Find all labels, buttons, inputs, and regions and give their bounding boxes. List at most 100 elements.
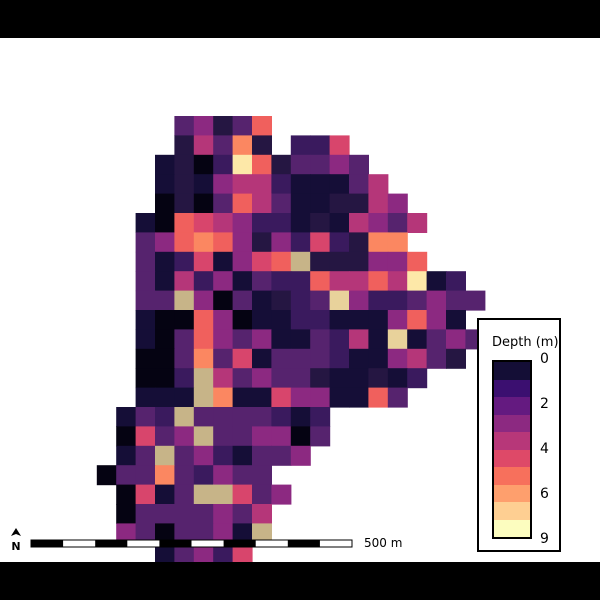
raster-cell: [446, 348, 466, 369]
raster-cell: [232, 445, 253, 466]
raster-cell: [174, 251, 195, 272]
raster-cell: [193, 193, 214, 214]
raster-cell: [349, 232, 369, 253]
raster-cell: [387, 290, 408, 311]
raster-cell: [252, 232, 272, 253]
raster-cell: [446, 271, 466, 292]
raster-cell: [368, 387, 389, 408]
raster-cell: [252, 484, 272, 505]
raster-cell: [193, 271, 214, 292]
raster-cell: [193, 465, 214, 486]
raster-cell: [329, 368, 350, 389]
raster-cell: [271, 193, 292, 214]
raster-cell: [155, 193, 175, 214]
raster-cell: [193, 387, 214, 408]
raster-cell: [252, 329, 272, 350]
raster-cell: [232, 329, 253, 350]
legend-color-step: [494, 467, 530, 485]
raster-cell: [232, 484, 253, 505]
raster-cell: [135, 348, 156, 369]
raster-cell: [252, 523, 272, 544]
raster-cell: [213, 407, 234, 427]
raster-cell: [232, 407, 253, 427]
raster-cell: [155, 154, 175, 175]
raster-cell: [155, 232, 175, 253]
raster-cell: [329, 271, 350, 292]
raster-cell: [271, 251, 292, 272]
scale-bar: [30, 539, 353, 548]
raster-cell: [174, 387, 195, 408]
raster-cell: [232, 368, 253, 389]
raster-cell: [213, 213, 234, 233]
raster-cell: [193, 504, 214, 524]
raster-cell: [407, 348, 428, 369]
legend-tick-label: 0: [540, 351, 549, 367]
raster-cell: [407, 368, 428, 389]
raster-cell: [271, 271, 292, 292]
raster-cell: [213, 135, 234, 156]
raster-cell: [349, 290, 369, 311]
raster-cell: [252, 368, 272, 389]
raster-cell: [290, 232, 311, 253]
raster-cell: [213, 271, 234, 292]
raster-cell: [135, 290, 156, 311]
legend-tick-label: 6: [540, 486, 549, 502]
raster-cell: [310, 154, 331, 175]
raster-cell: [290, 426, 311, 447]
raster-cell: [193, 426, 214, 447]
raster-cell: [155, 542, 175, 563]
raster-cell: [213, 174, 234, 195]
raster-cell: [271, 154, 292, 175]
raster-cell: [174, 232, 195, 253]
raster-cell: [387, 387, 408, 408]
raster-cell: [135, 368, 156, 389]
raster-cell: [155, 310, 175, 330]
raster-cell: [232, 251, 253, 272]
raster-cell: [329, 193, 350, 214]
raster-cell: [349, 310, 369, 330]
raster-cell: [349, 271, 369, 292]
raster-cell: [310, 426, 331, 447]
raster-cell: [213, 445, 234, 466]
raster-cell: [232, 426, 253, 447]
raster-cell: [116, 484, 137, 505]
raster-cell: [155, 387, 175, 408]
raster-cell: [310, 407, 331, 427]
raster-cell: [232, 193, 253, 214]
legend-tick-label: 2: [540, 396, 549, 412]
raster-cell: [155, 290, 175, 311]
raster-cell: [193, 542, 214, 563]
raster-cell: [290, 193, 311, 214]
raster-cell: [368, 290, 389, 311]
raster-cell: [387, 232, 408, 253]
raster-cell: [387, 348, 408, 369]
raster-cell: [213, 368, 234, 389]
raster-cell: [135, 251, 156, 272]
raster-cell: [426, 271, 447, 292]
raster-cell: [193, 174, 214, 195]
raster-cell: [387, 310, 408, 330]
raster-cell: [135, 504, 156, 524]
raster-cell: [329, 174, 350, 195]
raster-cell: [290, 154, 311, 175]
raster-cell: [213, 387, 234, 408]
raster-cell: [193, 135, 214, 156]
raster-cell: [232, 135, 253, 156]
raster-cell: [193, 445, 214, 466]
raster-cell: [252, 271, 272, 292]
raster-cell: [271, 310, 292, 330]
raster-cell: [155, 504, 175, 524]
raster-cell: [426, 348, 447, 369]
raster-cell: [290, 445, 311, 466]
raster-cell: [135, 310, 156, 330]
legend-color-step: [494, 379, 530, 397]
raster-cell: [290, 407, 311, 427]
raster-cell: [174, 193, 195, 214]
raster-cell: [349, 251, 369, 272]
legend-color-step: [494, 502, 530, 520]
raster-cell: [407, 290, 428, 311]
raster-cell: [174, 116, 195, 136]
raster-cell: [349, 193, 369, 214]
raster-cell: [349, 368, 369, 389]
